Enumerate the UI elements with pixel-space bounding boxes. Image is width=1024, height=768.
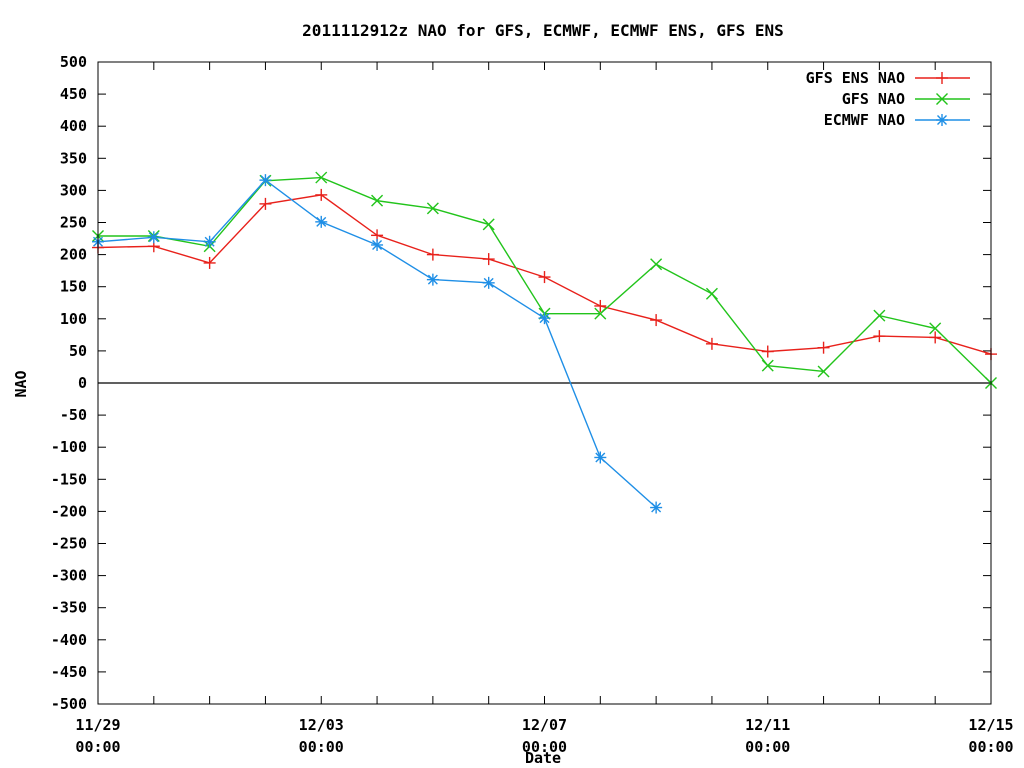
data-point-gfs-nao — [371, 194, 384, 207]
x-tick-label-date: 11/29 — [75, 716, 120, 734]
y-tick-label: 150 — [60, 278, 87, 296]
series-ecmwf-nao — [92, 174, 663, 514]
y-tick-label: -400 — [51, 631, 87, 649]
data-point-gfs-ens-nao — [873, 330, 886, 343]
data-point-gfs-nao — [426, 202, 439, 215]
legend: GFS ENS NAO GFS NAO ECMWF NAO — [806, 69, 970, 129]
data-point-gfs-ens-nao — [594, 299, 607, 312]
y-tick-label: -450 — [51, 663, 87, 681]
x-tick-label-time: 00:00 — [745, 738, 790, 756]
y-tick-label: 250 — [60, 214, 87, 232]
y-tick-label: -100 — [51, 438, 87, 456]
x-tick-label-date: 12/03 — [299, 716, 344, 734]
data-point-gfs-nao — [482, 218, 495, 231]
data-point-gfs-ens-nao — [929, 331, 942, 344]
x-tick-label-time: 00:00 — [522, 738, 567, 756]
x-tick-label-time: 00:00 — [299, 738, 344, 756]
data-point-gfs-ens-nao — [705, 337, 718, 350]
y-tick-label: 200 — [60, 246, 87, 264]
x-tick-label-time: 00:00 — [968, 738, 1013, 756]
data-point-gfs-nao — [315, 171, 328, 184]
y-tick-label: -50 — [60, 406, 87, 424]
data-point-gfs-nao — [873, 309, 886, 322]
y-tick-label: 100 — [60, 310, 87, 328]
plot-frame — [97, 61, 992, 705]
data-point-gfs-nao — [594, 307, 607, 320]
y-tick-label: 500 — [60, 53, 87, 71]
data-point-ecmwf-nao — [594, 451, 607, 464]
y-tick-label: 350 — [60, 149, 87, 167]
y-tick-label: 400 — [60, 117, 87, 135]
data-point-gfs-ens-nao — [817, 341, 830, 354]
legend-marker-ecmwf-nao — [936, 114, 948, 126]
y-tick-label: -200 — [51, 502, 87, 520]
series-layer — [92, 171, 997, 514]
data-point-gfs-ens-nao — [426, 248, 439, 261]
y-tick-label: -150 — [51, 470, 87, 488]
data-point-gfs-ens-nao — [482, 253, 495, 266]
data-point-ecmwf-nao — [426, 273, 439, 286]
x-tick-label-date: 12/15 — [968, 716, 1013, 734]
y-tick-label: 450 — [60, 85, 87, 103]
y-tick-label: 300 — [60, 181, 87, 199]
x-tick-label-date: 12/07 — [522, 716, 567, 734]
data-point-gfs-ens-nao — [315, 188, 328, 201]
data-point-gfs-ens-nao — [259, 197, 272, 210]
y-tick-label: -300 — [51, 567, 87, 585]
legend-marker-gfs-ens-nao — [936, 72, 948, 84]
data-point-ecmwf-nao — [482, 276, 495, 289]
series-line-ecmwf-nao — [97, 179, 657, 509]
data-point-gfs-ens-nao — [650, 314, 663, 327]
legend-label-ecmwf-nao: ECMWF NAO — [824, 111, 905, 129]
series-gfs-ens-nao — [92, 188, 997, 361]
y-tick-label: -250 — [51, 535, 87, 553]
data-point-gfs-ens-nao — [203, 256, 216, 269]
data-point-gfs-ens-nao — [538, 271, 551, 284]
y-tick-label: 0 — [78, 374, 87, 392]
legend-label-gfs-ens-nao: GFS ENS NAO — [806, 69, 905, 87]
data-point-gfs-nao — [650, 258, 663, 271]
x-axis-label: Date — [525, 749, 561, 767]
x-tick-label-date: 12/11 — [745, 716, 790, 734]
data-point-ecmwf-nao — [315, 215, 328, 228]
x-tick-label-time: 00:00 — [75, 738, 120, 756]
y-axis-label: NAO — [12, 370, 30, 397]
data-point-ecmwf-nao — [259, 174, 272, 187]
data-point-ecmwf-nao — [538, 312, 551, 325]
y-tick-label: -500 — [51, 695, 87, 713]
data-point-ecmwf-nao — [371, 238, 384, 251]
y-tick-label: -350 — [51, 599, 87, 617]
data-point-gfs-nao — [817, 365, 830, 378]
data-point-ecmwf-nao — [650, 501, 663, 514]
legend-label-gfs-nao: GFS NAO — [842, 90, 905, 108]
legend-marker-gfs-nao — [936, 93, 948, 105]
data-point-gfs-nao — [705, 287, 718, 300]
data-point-gfs-nao — [761, 359, 774, 372]
data-point-gfs-ens-nao — [761, 345, 774, 358]
chart-title: 2011112912z NAO for GFS, ECMWF, ECMWF EN… — [302, 21, 784, 40]
y-tick-label: 50 — [69, 342, 87, 360]
axis-ticks: 500450400350300250200150100500-50-100-15… — [51, 53, 1014, 756]
data-point-ecmwf-nao — [203, 235, 216, 248]
data-point-ecmwf-nao — [147, 231, 160, 244]
data-point-gfs-nao — [929, 322, 942, 335]
